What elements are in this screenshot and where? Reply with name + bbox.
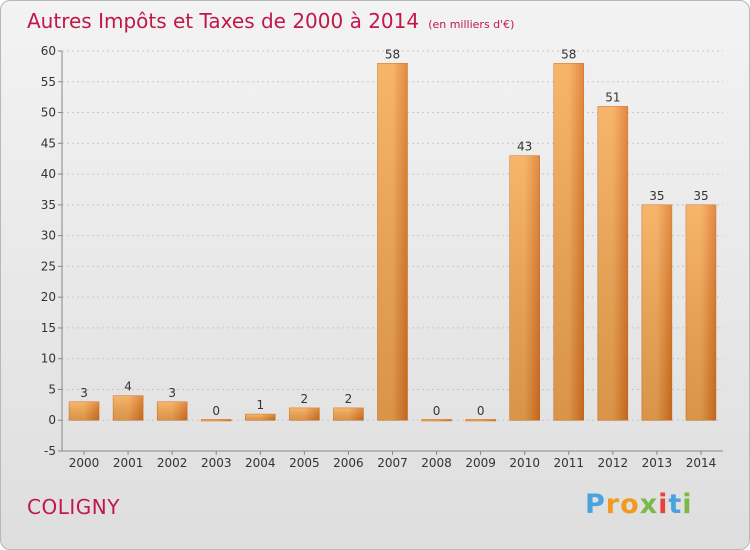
x-tick-label: 2010 bbox=[509, 456, 540, 470]
x-tick-label: 2003 bbox=[201, 456, 232, 470]
bar-shade bbox=[245, 414, 276, 421]
data-label: 1 bbox=[256, 398, 264, 412]
x-tick-label: 2002 bbox=[157, 456, 188, 470]
city-name: COLIGNY bbox=[27, 495, 120, 519]
x-tick-label: 2005 bbox=[289, 456, 320, 470]
x-tick-label: 2000 bbox=[69, 456, 100, 470]
data-label: 51 bbox=[605, 90, 620, 104]
bar bbox=[465, 419, 496, 422]
y-tick-label: 5 bbox=[48, 382, 56, 396]
bar bbox=[421, 419, 452, 422]
bar-shade bbox=[113, 395, 144, 421]
x-tick-label: 2011 bbox=[553, 456, 584, 470]
bars bbox=[68, 63, 717, 422]
x-tick-label: 2012 bbox=[598, 456, 629, 470]
bar-shade bbox=[509, 155, 540, 421]
y-tick-label: 25 bbox=[41, 259, 56, 273]
x-tick-label: 2006 bbox=[333, 456, 364, 470]
x-tick-label: 2008 bbox=[421, 456, 452, 470]
x-tick-label: 2001 bbox=[113, 456, 144, 470]
bar-shade bbox=[685, 204, 716, 421]
x-tick-label: 2009 bbox=[465, 456, 496, 470]
bar-shade bbox=[597, 106, 628, 421]
proxiti-logo: Proxiti bbox=[585, 489, 693, 520]
data-label: 0 bbox=[433, 404, 441, 418]
x-tick-label: 2013 bbox=[642, 456, 673, 470]
bar-shade bbox=[289, 407, 320, 421]
chart-subtitle: (en milliers d'€) bbox=[428, 18, 515, 31]
y-tick-label: 0 bbox=[48, 413, 56, 427]
x-tick-label: 2014 bbox=[686, 456, 717, 470]
y-tick-label: 30 bbox=[41, 229, 56, 243]
x-tick-label: 2007 bbox=[377, 456, 408, 470]
bar-shade bbox=[157, 401, 188, 421]
data-label: 3 bbox=[168, 386, 176, 400]
data-label: 4 bbox=[124, 380, 132, 394]
y-tick-label: 45 bbox=[41, 136, 56, 150]
data-label: 43 bbox=[517, 140, 532, 154]
chart-title-block: Autres Impôts et Taxes de 2000 à 2014 (e… bbox=[27, 9, 514, 33]
data-label: 0 bbox=[212, 404, 220, 418]
y-tick-label: 20 bbox=[41, 290, 56, 304]
data-label: 0 bbox=[477, 404, 485, 418]
data-label: 2 bbox=[345, 392, 353, 406]
bar bbox=[200, 419, 232, 422]
y-tick-label: 60 bbox=[41, 44, 56, 58]
bar-shade bbox=[641, 204, 672, 421]
bar-shade bbox=[333, 407, 364, 421]
x-tick-label: 2004 bbox=[245, 456, 276, 470]
data-label: 3 bbox=[80, 386, 88, 400]
data-label: 35 bbox=[693, 189, 708, 203]
y-tick-label: 40 bbox=[41, 167, 56, 181]
y-tick-label: 10 bbox=[41, 352, 56, 366]
data-label: 58 bbox=[561, 47, 576, 61]
data-label: 35 bbox=[649, 189, 664, 203]
data-label: 58 bbox=[385, 47, 400, 61]
bar-shade bbox=[69, 401, 100, 421]
chart-title: Autres Impôts et Taxes de 2000 à 2014 bbox=[27, 9, 420, 33]
y-tick-label: 50 bbox=[41, 106, 56, 120]
data-label: 2 bbox=[301, 392, 309, 406]
bar-shade bbox=[377, 63, 408, 421]
y-tick-label: 35 bbox=[41, 198, 56, 212]
y-tick-label: 15 bbox=[41, 321, 56, 335]
y-tick-label: -5 bbox=[44, 444, 56, 458]
bar-shade bbox=[553, 63, 584, 421]
y-tick-label: 55 bbox=[41, 75, 56, 89]
